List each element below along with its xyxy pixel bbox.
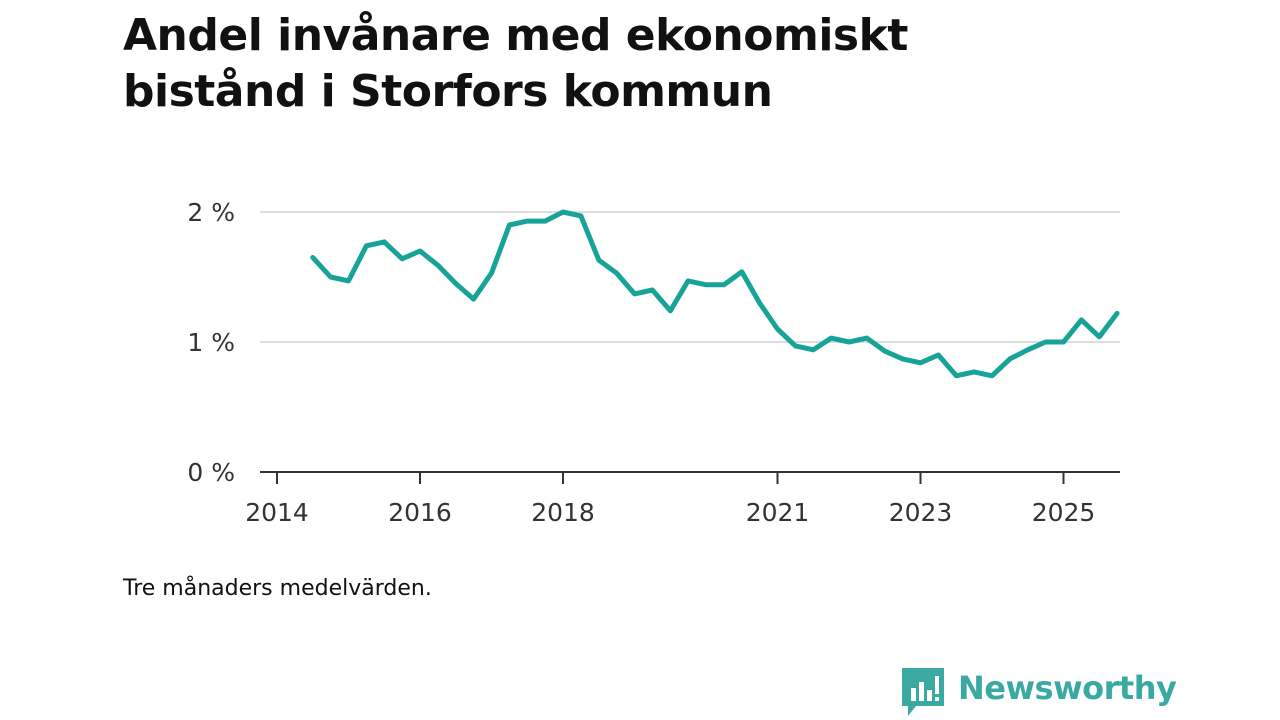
y-tick-label: 1 % [187, 328, 235, 357]
x-tick-label: 2018 [531, 498, 595, 527]
line-chart: 0 % 1 % 2 % 2014 2016 2018 2021 2023 2025 [187, 198, 1120, 527]
newsworthy-logo-icon [902, 668, 944, 716]
series-line-0 [310, 209, 1120, 379]
x-tick-label: 2016 [388, 498, 452, 527]
newsworthy-logo: Newsworthy [902, 668, 1177, 720]
chart-title-line-1: Andel invånare med ekonomiskt [123, 10, 908, 61]
x-tick-label: 2025 [1032, 498, 1096, 527]
chart-title-line-2: bistånd i Storfors kommun [123, 66, 773, 117]
y-tick-label: 2 % [187, 198, 235, 227]
newsworthy-logo-text: Newsworthy [958, 669, 1177, 707]
chart-footnote: Tre månaders medelvärden. [123, 576, 432, 601]
x-tick-label: 2021 [746, 498, 810, 527]
x-tick-label: 2014 [245, 498, 309, 527]
y-tick-label: 0 % [187, 458, 235, 487]
chart-title: Andel invånare med ekonomiskt bistånd i … [123, 8, 1123, 120]
x-tick-label: 2023 [889, 498, 953, 527]
